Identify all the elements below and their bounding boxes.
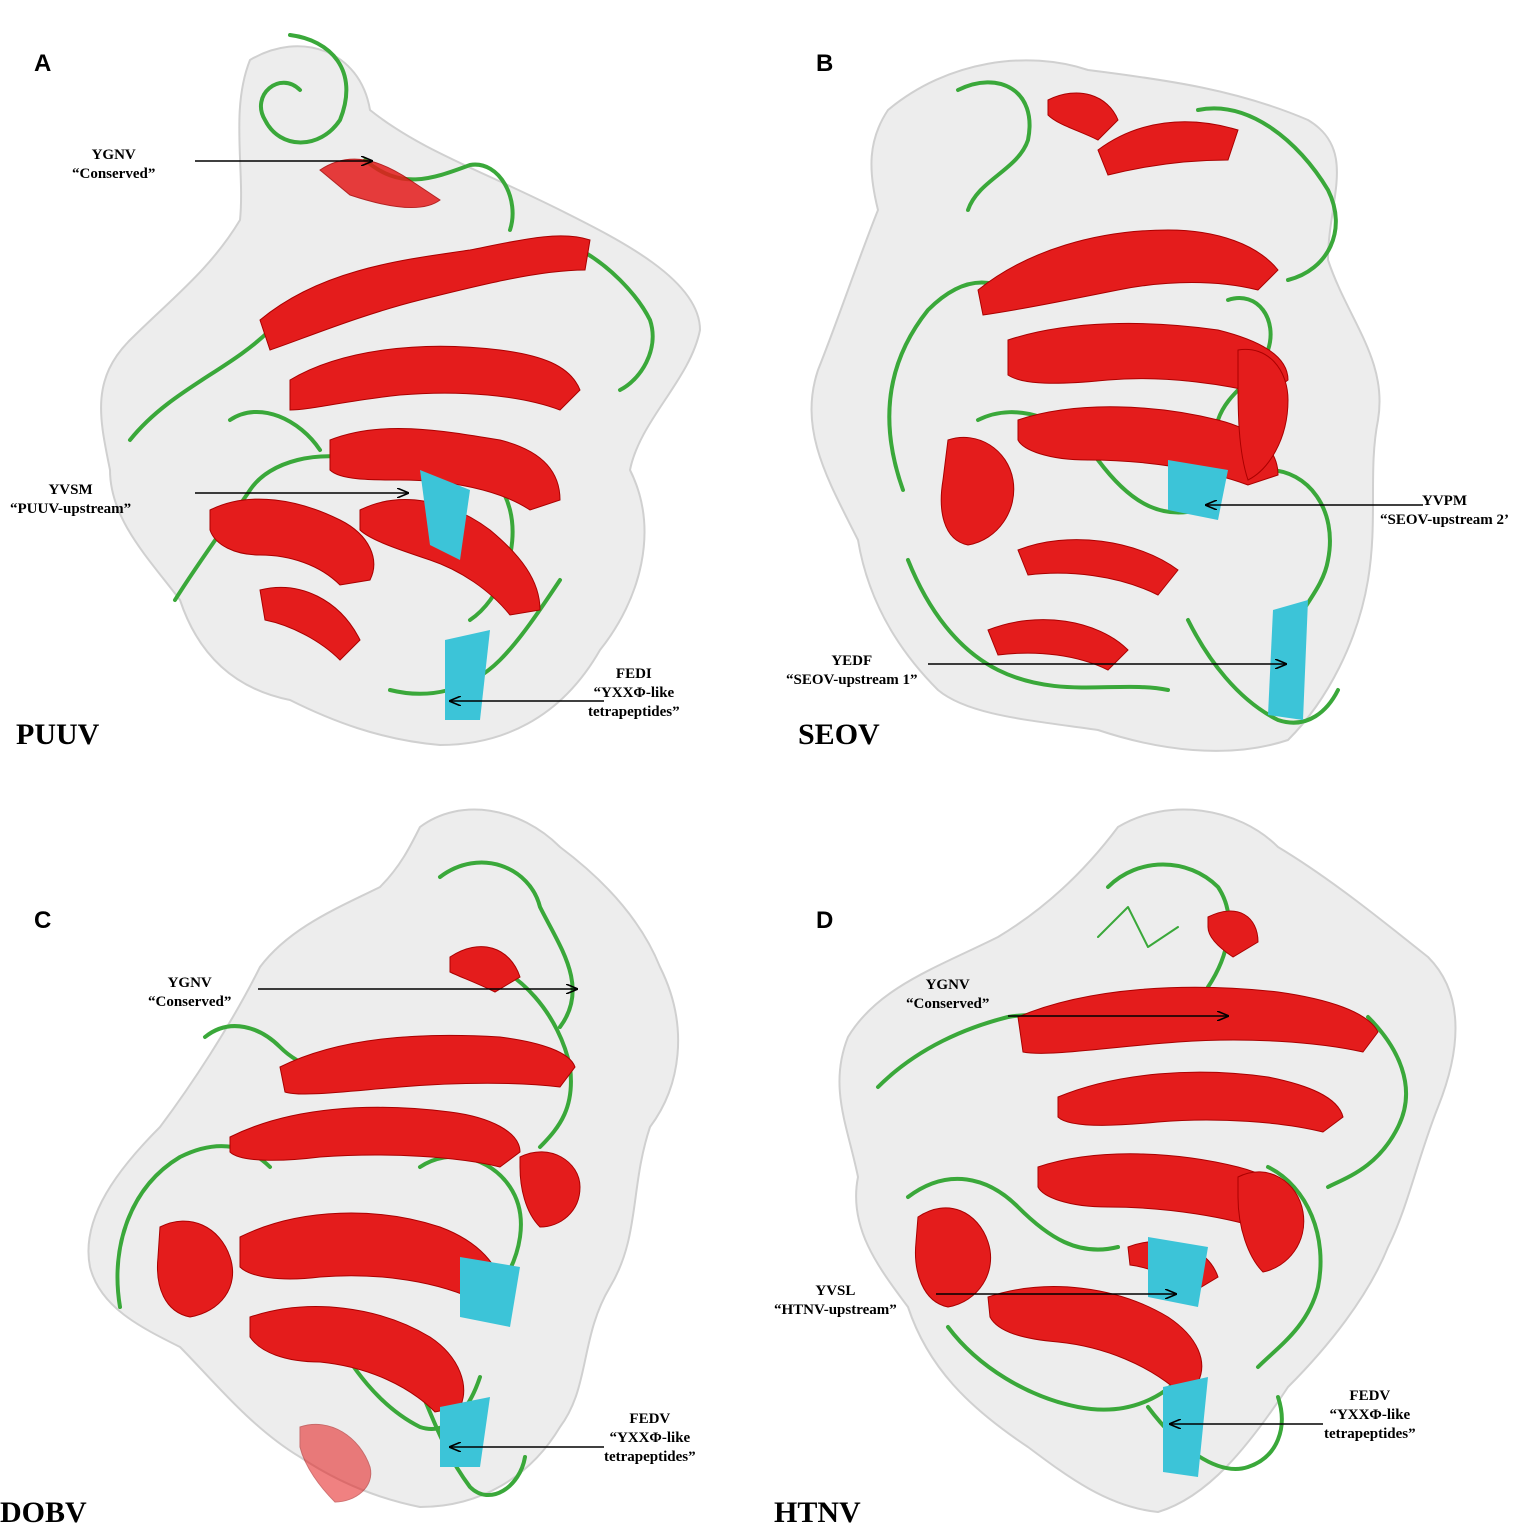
- beta-strands: [440, 1257, 520, 1467]
- annotation-ygnv: YGNV “Conserved”: [72, 146, 155, 184]
- panel-d: D HTNV YGNV “Conserved” YVSL “HTNV-upstr…: [768, 767, 1535, 1534]
- panel-letter: B: [816, 50, 834, 77]
- motif-description: “Conserved”: [148, 994, 232, 1010]
- annotation-ygnv: YGNV “Conserved”: [906, 976, 989, 1014]
- annotation-yvpm: YVPM “SEOV-upstream 2’: [1380, 492, 1509, 530]
- motif-label: YEDF: [831, 653, 873, 669]
- panel-letter: A: [34, 50, 52, 77]
- annotation-fedi: FEDI “YXXΦ-like tetrapeptides”: [588, 665, 680, 722]
- panel-a: A PUUV YGNV “Conserved” YVSM “PUUV-upstr…: [0, 0, 767, 767]
- annotation-ygnv: YGNV “Conserved”: [148, 974, 231, 1012]
- beta-strands: [1148, 1237, 1208, 1477]
- motif-description: “HTNV-upstream”: [774, 1302, 897, 1318]
- panel-letter: C: [34, 907, 52, 934]
- annotation-yvsm: YVSM “PUUV-upstream”: [10, 481, 131, 519]
- molecular-surface: [100, 45, 702, 747]
- motif-description-2: tetrapeptides”: [1324, 1426, 1416, 1442]
- protein-structure-htnv: [838, 808, 1457, 1514]
- coil-trace: [876, 862, 1408, 1471]
- motif-label: YGNV: [925, 977, 970, 993]
- virus-label: HTNV: [774, 1496, 861, 1529]
- motif-description: “Conserved”: [906, 996, 990, 1012]
- motif-label: FEDV: [629, 1411, 671, 1427]
- protein-structure-seov: [810, 59, 1423, 752]
- virus-label: PUUV: [16, 718, 100, 751]
- annotation-fedv: FEDV “YXXΦ-like tetrapeptides”: [1324, 1387, 1416, 1444]
- motif-description: “SEOV-upstream 2’: [1380, 512, 1510, 528]
- panel-b: B SEOV YVPM “SEOV-upstream 2’ YEDF “SEOV…: [768, 0, 1535, 767]
- motif-description: “YXXΦ-like: [593, 685, 675, 701]
- motif-label: YGNV: [167, 975, 212, 991]
- motif-description-2: tetrapeptides”: [604, 1449, 696, 1465]
- protein-structure-dobv: [87, 808, 680, 1509]
- panel-letter: D: [816, 907, 834, 934]
- motif-description-2: tetrapeptides”: [588, 704, 680, 720]
- motif-label: YVSL: [815, 1283, 856, 1299]
- helix-ribbons: [156, 946, 581, 1503]
- motif-label: YGNV: [91, 147, 136, 163]
- annotation-yedf: YEDF “SEOV-upstream 1”: [786, 652, 918, 690]
- motif-description: “YXXΦ-like: [1329, 1407, 1411, 1423]
- motif-description: “YXXΦ-like: [609, 1430, 691, 1446]
- annotation-fedv: FEDV “YXXΦ-like tetrapeptides”: [604, 1410, 696, 1467]
- virus-label: SEOV: [798, 718, 880, 751]
- motif-description: “PUUV-upstream”: [10, 501, 132, 517]
- helix-ribbons: [209, 158, 591, 661]
- motif-label: FEDV: [1349, 1388, 1391, 1404]
- virus-label: DOBV: [0, 1496, 87, 1529]
- motif-label: FEDI: [615, 666, 652, 682]
- annotation-yvsl: YVSL “HTNV-upstream”: [774, 1282, 897, 1320]
- helix-ribbons: [940, 92, 1289, 671]
- molecular-surface: [87, 808, 680, 1509]
- motif-description: “Conserved”: [72, 166, 156, 182]
- protein-structure-puuv: [100, 33, 702, 747]
- motif-description: “SEOV-upstream 1”: [786, 672, 918, 688]
- motif-label: YVSM: [48, 482, 93, 498]
- molecular-surface: [810, 59, 1381, 752]
- panel-c: C DOBV YGNV “Conserved” FEDV “YXXΦ-like …: [0, 767, 767, 1534]
- motif-label: YVPM: [1422, 493, 1468, 509]
